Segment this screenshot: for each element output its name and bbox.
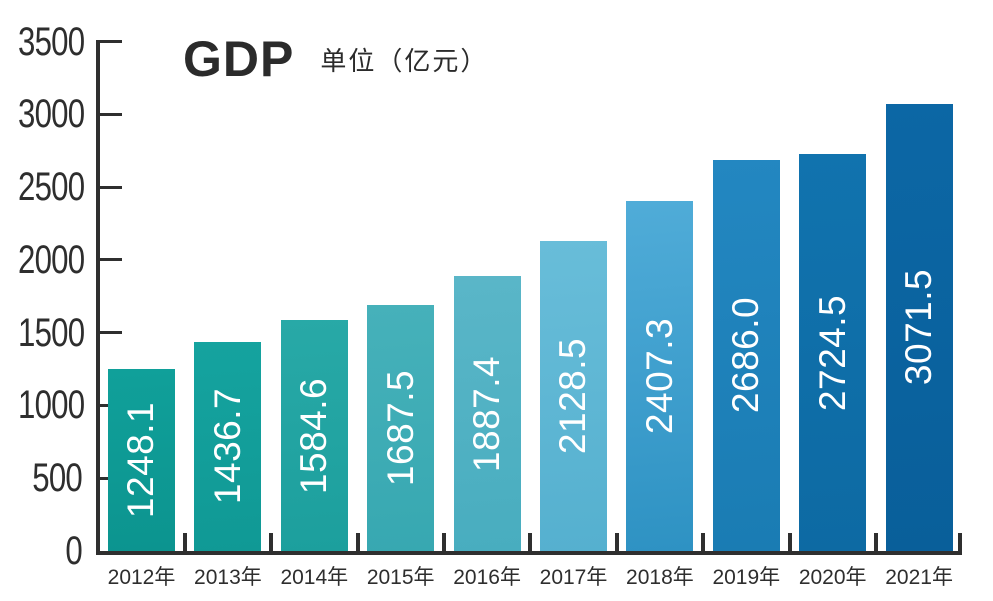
bar: 2407.3 bbox=[626, 200, 694, 551]
bar-value-label: 1687.5 bbox=[379, 370, 421, 487]
x-axis-label: 2019年 bbox=[712, 566, 781, 589]
y-axis-tick bbox=[100, 185, 122, 189]
y-axis-tick bbox=[100, 258, 122, 262]
x-axis-tick bbox=[958, 533, 962, 551]
x-axis-label: 2021年 bbox=[885, 566, 953, 589]
bar: 2128.5 bbox=[540, 241, 607, 551]
y-axis-line bbox=[96, 40, 100, 555]
bar: 2686.0 bbox=[712, 159, 780, 551]
bar: 1584.6 bbox=[280, 320, 348, 551]
x-axis-tick bbox=[355, 533, 360, 551]
y-axis-tick-label: 2500 bbox=[18, 165, 85, 210]
x-axis-tick bbox=[787, 533, 792, 551]
x-axis-tick bbox=[528, 533, 533, 551]
bar-value-label: 1248.1 bbox=[120, 402, 162, 519]
bar: 3071.5 bbox=[885, 103, 953, 551]
x-axis-label: 2017年 bbox=[539, 566, 608, 589]
y-axis-tick-label: 1000 bbox=[18, 383, 85, 428]
x-axis-tick bbox=[269, 533, 274, 551]
y-axis-tick-label: 500 bbox=[32, 456, 83, 501]
y-axis-tick bbox=[100, 40, 122, 43]
x-axis-label: 2015年 bbox=[366, 566, 435, 589]
bar-value-label: 3071.5 bbox=[898, 269, 940, 386]
x-axis-tick bbox=[441, 533, 446, 551]
chart-title-block: GDP 单位（亿元） bbox=[183, 30, 488, 88]
chart-title: GDP bbox=[183, 31, 295, 87]
x-axis-tick bbox=[614, 533, 619, 551]
x-axis-tick bbox=[873, 533, 878, 551]
x-axis-label: 2012年 bbox=[107, 566, 176, 589]
bar-value-label: 2724.5 bbox=[811, 294, 853, 411]
bar-value-label: 2407.3 bbox=[638, 317, 680, 434]
bar-value-label: 2686.0 bbox=[725, 297, 767, 414]
y-axis-tick-label: 0 bbox=[65, 529, 82, 573]
y-axis-tick bbox=[100, 331, 122, 335]
bar: 1887.4 bbox=[453, 276, 521, 551]
x-axis-tick bbox=[701, 533, 706, 551]
y-axis-tick-label: 1500 bbox=[18, 310, 85, 355]
bar: 1436.7 bbox=[194, 341, 262, 551]
x-axis-line bbox=[96, 551, 962, 555]
bar-value-label: 2128.5 bbox=[552, 337, 594, 455]
bar-value-label: 1887.4 bbox=[466, 355, 508, 472]
bar: 2724.5 bbox=[799, 154, 867, 551]
x-axis-label: 2020年 bbox=[798, 566, 867, 589]
y-axis-tick-label: 3500 bbox=[18, 19, 85, 64]
x-axis-label: 2014年 bbox=[280, 566, 349, 589]
y-axis-tick-label: 3000 bbox=[18, 92, 85, 137]
bar-value-label: 1584.6 bbox=[293, 377, 335, 494]
bar: 1687.5 bbox=[367, 305, 435, 551]
chart-unit-label: 单位（亿元） bbox=[320, 46, 489, 77]
x-axis-label: 2013年 bbox=[194, 566, 262, 589]
bar-value-label: 1436.7 bbox=[206, 388, 248, 505]
y-axis-tick bbox=[100, 112, 122, 116]
x-axis-label: 2018年 bbox=[626, 566, 694, 589]
y-axis-tick-label: 2000 bbox=[18, 237, 85, 282]
x-axis-label: 2016年 bbox=[453, 566, 521, 589]
x-axis-tick bbox=[182, 533, 187, 551]
bar: 1248.1 bbox=[108, 369, 175, 551]
